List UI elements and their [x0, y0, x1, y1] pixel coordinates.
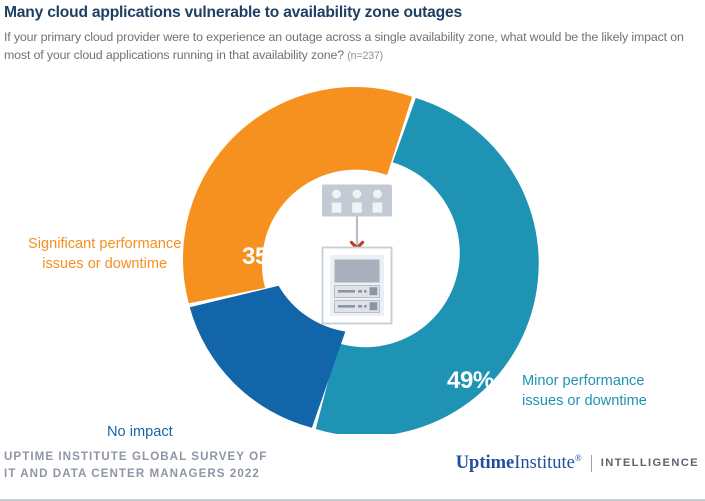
- brand-divider: [590, 454, 592, 472]
- slice-value-significant-performance: 35%: [242, 243, 289, 270]
- sample-size-text: (n=237): [347, 49, 384, 62]
- cluster-node-icon: [322, 184, 392, 217]
- slice-label-significant-performance-line2: issues or downtime: [42, 255, 168, 272]
- slice-label-no-impact: No impact: [107, 424, 173, 440]
- slice-label-minor-performance-line2: issues or downtime: [522, 392, 647, 409]
- cloud-node-server-failure-icon: [321, 184, 393, 325]
- source-attribution-line2: IT AND DATA CENTER MANAGERS 2022: [4, 466, 260, 480]
- uptime-institute-logo: UptimeInstitute® INTELLIGENCE: [456, 454, 699, 473]
- chart-header: Many cloud applications vulnerable to av…: [4, 2, 701, 64]
- server-rack-icon: [321, 246, 393, 325]
- brand-wordmark: UptimeInstitute®: [456, 454, 582, 473]
- slice-label-significant-performance: Significant performance issues or downti…: [28, 235, 181, 274]
- chart-footer: UPTIME INSTITUTE GLOBAL SURVEY OF IT AND…: [0, 435, 705, 499]
- donut-slice-minor-performance[interactable]: [315, 98, 539, 434]
- donut-chart: 35% 49% 16% Significant performance issu…: [0, 86, 705, 441]
- chart-question-text: If your primary cloud provider were to e…: [4, 30, 684, 62]
- slice-label-significant-performance-line1: Significant performance: [28, 236, 182, 252]
- slice-label-minor-performance: Minor performance issues or downtime: [522, 372, 647, 411]
- slice-value-no-impact: 16%: [230, 415, 277, 442]
- brand-wordmark-institute: Institute: [514, 453, 575, 474]
- source-attribution-line1: UPTIME INSTITUTE GLOBAL SURVEY OF: [4, 450, 268, 463]
- brand-wordmark-uptime: Uptime: [455, 453, 515, 474]
- slice-value-minor-performance: 49%: [447, 367, 494, 394]
- donut-slice-significant-performance[interactable]: [182, 87, 413, 304]
- slice-label-minor-performance-line1: Minor performance: [522, 373, 645, 389]
- chart-subtitle: If your primary cloud provider were to e…: [4, 29, 699, 64]
- donut-slice-no-impact[interactable]: [189, 285, 346, 428]
- page-title: Many cloud applications vulnerable to av…: [4, 4, 462, 21]
- registered-trademark-icon: ®: [574, 453, 582, 463]
- donut-chart-svg: [182, 87, 539, 434]
- source-attribution: UPTIME INSTITUTE GLOBAL SURVEY OF IT AND…: [4, 449, 267, 483]
- brand-sub-label: INTELLIGENCE: [600, 457, 699, 470]
